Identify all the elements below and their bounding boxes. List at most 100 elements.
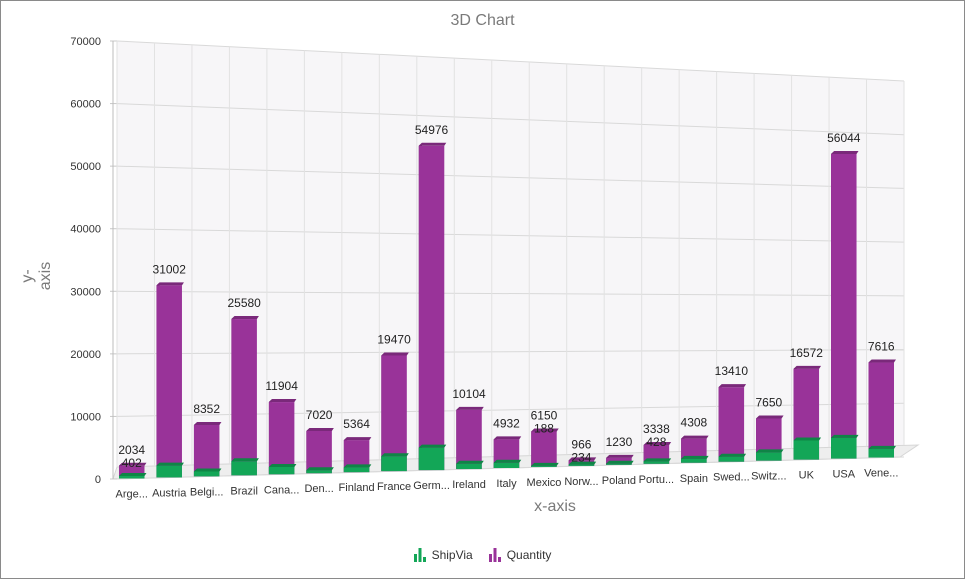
x-tick-label: Germ... <box>413 480 450 492</box>
x-tick-label: Finland <box>339 482 375 494</box>
bar-quantity <box>868 359 897 458</box>
y-tick-label: 10000 <box>70 411 101 423</box>
data-label-quantity: 4932 <box>493 416 520 430</box>
bar-chart-icon <box>488 548 501 562</box>
bar-shipvia <box>231 458 259 476</box>
legend-item-shipvia[interactable]: ShipVia <box>413 548 473 562</box>
data-label-quantity: 56044 <box>827 131 861 145</box>
bar-shipvia <box>756 449 784 461</box>
x-tick-label: Poland <box>602 475 636 487</box>
data-label-quantity: 19470 <box>377 332 411 346</box>
x-tick-label: Arge... <box>116 488 148 500</box>
x-tick-label: Austria <box>152 487 187 499</box>
bar-shipvia <box>643 458 672 464</box>
bar-quantity <box>268 399 297 475</box>
x-tick-label: Portu... <box>639 474 674 486</box>
data-label-quantity: 1230 <box>606 435 633 449</box>
x-tick-label: Den... <box>304 483 333 495</box>
y-tick-label: 40000 <box>70 224 101 236</box>
bar-chart-icon <box>413 548 426 562</box>
data-label-quantity: 16572 <box>790 346 824 360</box>
data-label-quantity: 966 <box>571 437 591 451</box>
y-tick-label: 50000 <box>70 161 101 173</box>
x-tick-label: Switz... <box>751 471 786 483</box>
gridline-horizontal <box>116 40 905 82</box>
x-tick-label: Ireland <box>452 479 486 491</box>
data-label-shipvia: 428 <box>646 435 666 449</box>
bar-shipvia <box>268 464 297 475</box>
y-tick-label: 70000 <box>70 36 101 48</box>
bar-shipvia <box>793 437 822 460</box>
gridline-horizontal <box>116 165 905 189</box>
data-label-quantity: 31002 <box>153 262 187 276</box>
x-tick-label: Belgi... <box>190 486 224 498</box>
bar-shipvia <box>193 468 222 477</box>
x-tick-label: UK <box>799 470 815 482</box>
data-label-quantity: 7650 <box>755 395 782 409</box>
legend-label-shipvia: ShipVia <box>431 548 473 562</box>
data-label-quantity: 8352 <box>193 402 220 416</box>
bar-shipvia <box>306 467 334 474</box>
bar-quantity <box>381 352 409 472</box>
bar-shipvia <box>381 453 409 472</box>
bar-quantity <box>456 406 484 470</box>
data-label-quantity: 7616 <box>868 340 895 354</box>
bar-shipvia <box>718 453 747 462</box>
data-label-quantity: 13410 <box>715 364 749 378</box>
x-tick-label: Mexico <box>527 477 562 489</box>
x-tick-label: Norw... <box>564 476 598 488</box>
bar-shipvia <box>156 462 184 478</box>
bar-quantity <box>531 428 559 467</box>
bar-shipvia <box>456 460 484 470</box>
x-tick-label: Brazil <box>230 485 258 497</box>
data-label-quantity: 3338 <box>643 422 670 436</box>
x-tick-label: Vene... <box>864 468 898 480</box>
bar-shipvia <box>831 434 859 459</box>
data-label-shipvia: 234 <box>571 450 591 464</box>
data-label-quantity: 5364 <box>343 417 370 431</box>
gridline-horizontal <box>116 290 905 297</box>
x-axis-label: x-axis <box>534 498 576 515</box>
bar-quantity <box>831 150 859 459</box>
legend-item-quantity[interactable]: Quantity <box>488 548 552 562</box>
y-tick-label: 0 <box>95 474 101 486</box>
data-label-quantity: 7020 <box>306 408 333 422</box>
legend: ShipVia Quantity <box>0 548 965 562</box>
data-label-shipvia: 402 <box>122 456 142 470</box>
data-label-shipvia: 188 <box>534 421 554 435</box>
x-tick-label: Italy <box>496 478 517 490</box>
gridline-horizontal <box>116 228 905 243</box>
chart-title: 3D Chart <box>450 12 515 29</box>
legend-label-quantity: Quantity <box>506 548 552 562</box>
data-label-quantity: 11904 <box>265 379 298 393</box>
bar-quantity <box>418 142 447 471</box>
bar-shipvia <box>868 445 897 458</box>
bar-quantity <box>306 427 334 474</box>
bar-shipvia <box>343 464 372 473</box>
gridline-horizontal <box>116 103 905 136</box>
x-tick-label: USA <box>832 469 855 481</box>
bar-shipvia <box>531 462 559 467</box>
data-label-quantity: 54976 <box>415 123 449 137</box>
x-tick-label: Swed... <box>713 472 750 484</box>
bar-shipvia <box>568 461 597 466</box>
plot-back-wall <box>117 41 904 467</box>
bar-quantity <box>156 282 184 478</box>
x-tick-label: Cana... <box>264 484 299 496</box>
data-label-quantity: 6150 <box>531 408 558 422</box>
bar-quantity <box>718 384 747 462</box>
x-tick-label: France <box>377 481 411 493</box>
data-label-quantity: 2034 <box>118 443 145 457</box>
bar-shipvia <box>606 460 634 465</box>
bar-quantity <box>231 316 259 476</box>
bar-shipvia <box>681 455 709 463</box>
bar-shipvia <box>118 472 147 479</box>
bar-quantity <box>193 422 222 477</box>
data-label-quantity: 25580 <box>227 296 261 310</box>
bar-shipvia <box>418 444 447 471</box>
y-tick-label: 30000 <box>70 286 101 298</box>
y-tick-label: 60000 <box>70 99 101 111</box>
x-tick-label: Spain <box>680 473 708 485</box>
bar-shipvia <box>493 459 522 468</box>
